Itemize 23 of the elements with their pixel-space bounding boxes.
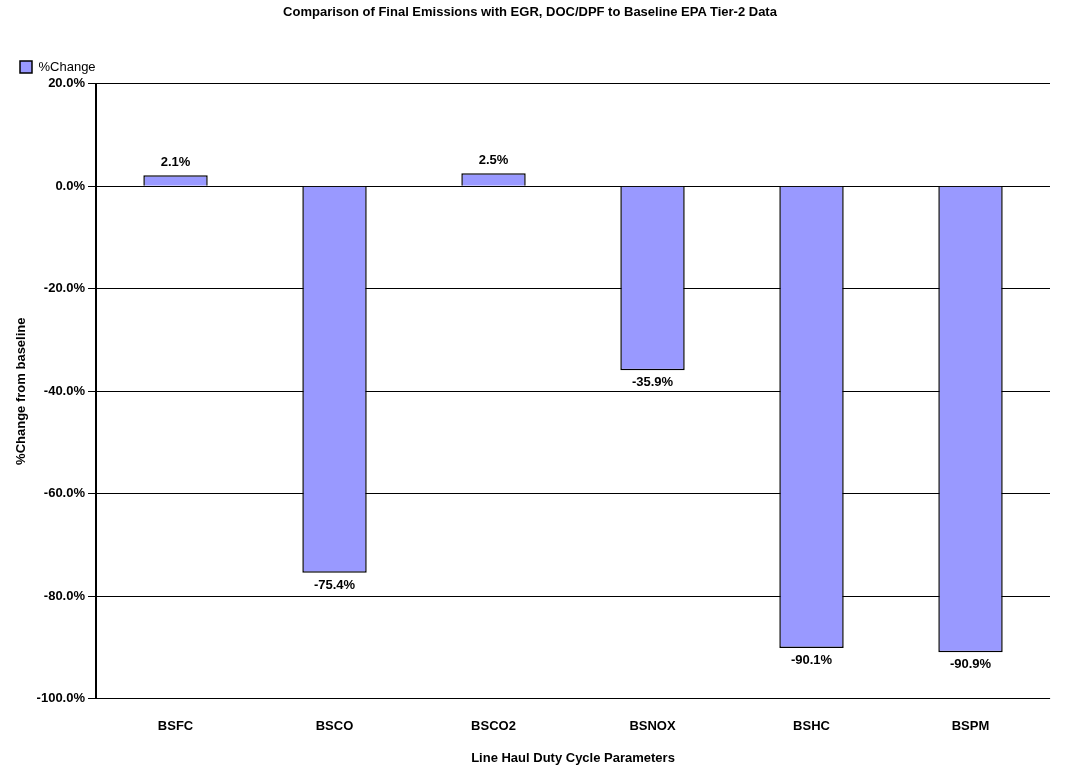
- y-tick-label: 0.0%: [55, 177, 86, 193]
- y-tick-label: -60.0%: [43, 485, 86, 501]
- x-tick-label: BSFC: [157, 718, 194, 734]
- x-tick-label: BSHC: [793, 718, 831, 734]
- x-tick-label: BSPM: [951, 718, 990, 734]
- y-tick-label: -80.0%: [43, 587, 86, 603]
- y-axis-title: %Change from baseline: [13, 317, 29, 465]
- x-tick-label: BSCO: [315, 718, 354, 734]
- x-tick-label: BSCO2: [471, 718, 516, 734]
- y-tick-label: 20.0%: [48, 75, 86, 91]
- chart-title: Comparison of Final Emissions with EGR, DOC/DPF to Baseline EPA Tier-2 Data: [283, 4, 778, 20]
- data-label: 2.1%: [160, 154, 191, 170]
- data-label: 2.5%: [478, 152, 509, 168]
- y-tick-label: -20.0%: [43, 280, 86, 296]
- y-tick-label: -40.0%: [43, 382, 86, 398]
- x-tick-label: BSNOX: [629, 718, 676, 734]
- data-label: -35.9%: [631, 374, 674, 390]
- data-label: -90.1%: [790, 652, 833, 668]
- data-label: -90.9%: [949, 656, 992, 672]
- legend-label: %Change: [38, 58, 96, 74]
- data-label: -75.4%: [313, 576, 356, 592]
- y-tick-label: -100.0%: [36, 690, 86, 706]
- x-axis-title: Line Haul Duty Cycle Parameters: [471, 749, 675, 765]
